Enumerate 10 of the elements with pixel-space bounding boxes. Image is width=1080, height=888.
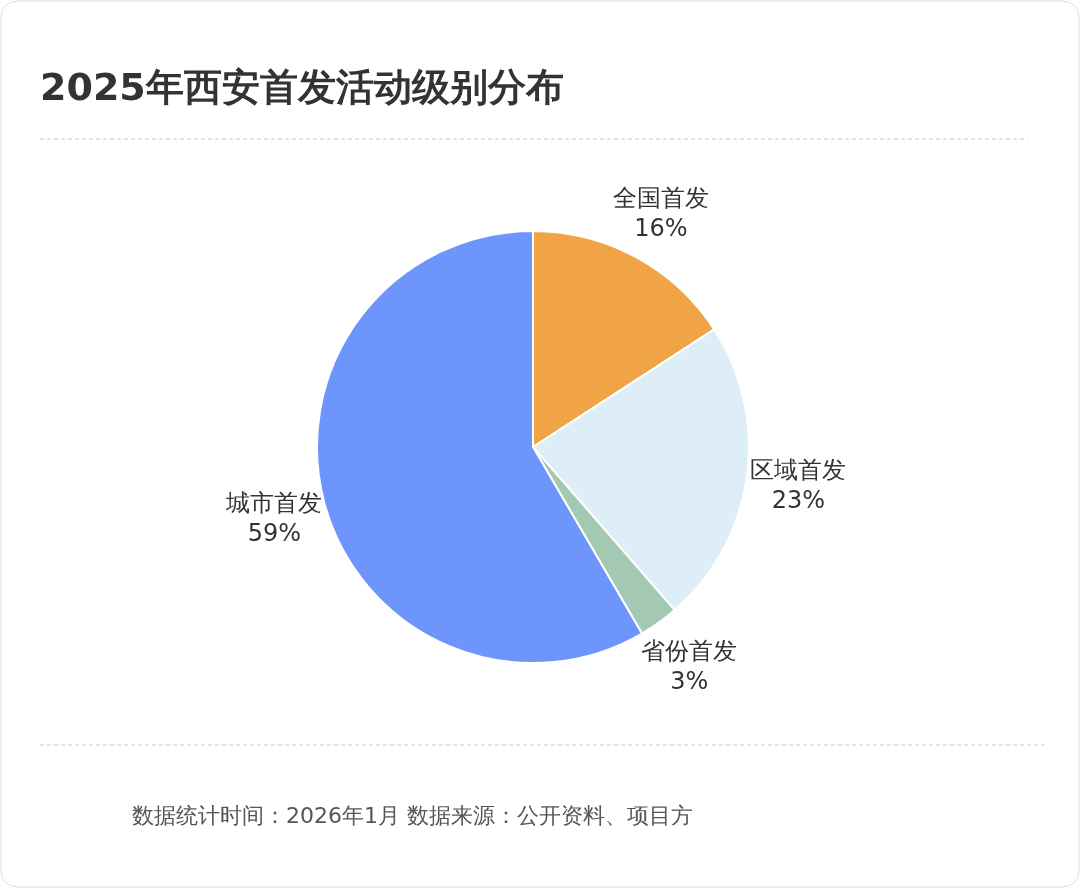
slice-label: 省份首发 <box>641 636 738 665</box>
chart-title: 2025年西安首发活动级别分布 <box>40 65 564 109</box>
text: 数据统计时间：2026年1月 数据来源：公开资料、项目方 <box>132 803 693 828</box>
data-label: 23% <box>771 486 826 515</box>
slice-label: 城市首发 <box>225 489 323 518</box>
data-label: 16% <box>634 213 688 242</box>
slice-label: 全国首发 <box>612 183 709 212</box>
data-label: 3% <box>670 666 709 695</box>
slice-label: 区域首发 <box>750 456 847 485</box>
data-label: 59% <box>247 519 301 548</box>
